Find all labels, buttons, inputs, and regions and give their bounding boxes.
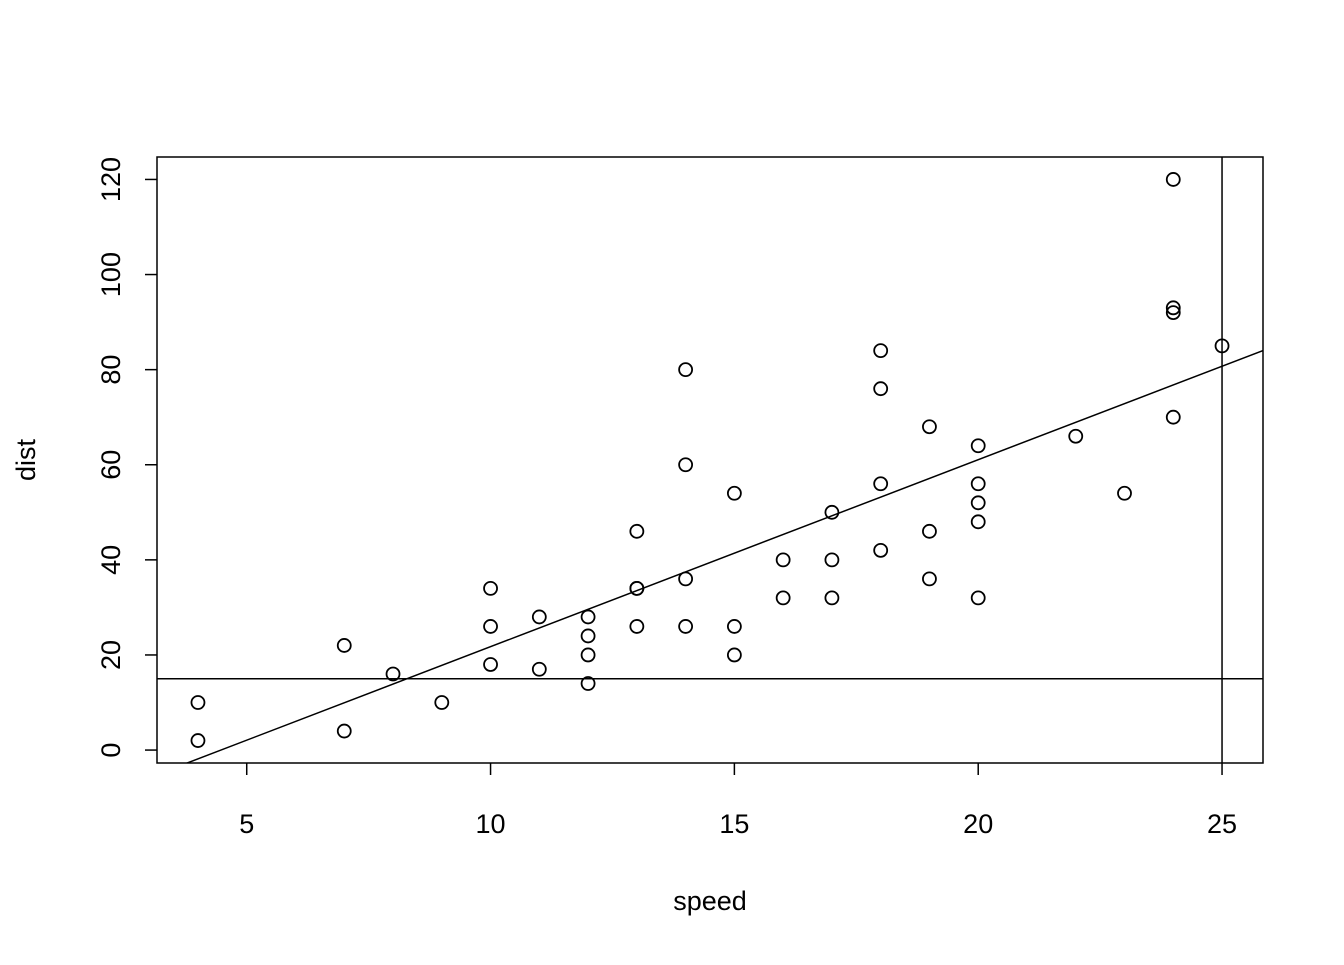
point — [922, 419, 937, 435]
point — [824, 590, 840, 606]
plot-box — [156, 156, 1264, 764]
x-tick-label: 5 — [239, 809, 254, 839]
point — [580, 676, 596, 691]
point — [922, 571, 937, 587]
y-tick-label: 120 — [96, 157, 126, 202]
point — [531, 609, 547, 625]
x-tick-label: 10 — [476, 809, 506, 839]
x-axis-label: speed — [673, 886, 747, 916]
y-tick-label: 0 — [96, 743, 126, 758]
point — [483, 657, 498, 672]
y-tick-label: 60 — [96, 450, 126, 480]
point — [483, 619, 498, 634]
point — [336, 723, 352, 739]
point — [775, 590, 791, 606]
plot-area — [157, 157, 1263, 763]
point — [678, 362, 694, 378]
x-tick-label: 20 — [963, 809, 993, 839]
point — [726, 485, 742, 501]
point — [1165, 300, 1181, 316]
point — [922, 523, 937, 539]
y-tick-label: 80 — [96, 355, 126, 385]
point — [873, 476, 889, 492]
y-axis-label: dist — [11, 439, 41, 482]
point — [1117, 485, 1132, 501]
y-tick-label: 40 — [96, 545, 126, 575]
point — [483, 580, 498, 596]
point — [970, 476, 986, 492]
point — [580, 609, 596, 625]
y-tick-label: 100 — [96, 252, 126, 297]
point — [629, 580, 645, 596]
point — [580, 647, 596, 663]
point — [678, 571, 694, 587]
point — [726, 647, 742, 663]
point — [336, 638, 352, 653]
point — [726, 619, 742, 634]
point — [824, 552, 840, 568]
point — [190, 695, 206, 710]
point — [1165, 409, 1181, 425]
point — [678, 457, 694, 473]
x-tick-label: 25 — [1207, 809, 1237, 839]
point — [385, 666, 401, 682]
point — [824, 504, 840, 520]
point — [1214, 338, 1230, 354]
point — [1165, 305, 1181, 320]
point — [873, 343, 889, 359]
x-tick-label: 15 — [719, 809, 749, 839]
regression-line — [185, 349, 1263, 763]
point — [580, 628, 596, 644]
point — [531, 661, 547, 677]
point — [1068, 428, 1084, 444]
point — [970, 514, 986, 530]
point — [970, 438, 986, 454]
point — [678, 619, 694, 634]
point — [970, 590, 986, 606]
point — [970, 495, 986, 511]
y-tick-label: 20 — [96, 640, 126, 670]
point — [434, 695, 450, 710]
point — [873, 381, 889, 397]
point — [629, 619, 645, 634]
point — [629, 523, 645, 539]
point — [775, 552, 791, 568]
point — [1165, 172, 1181, 187]
point — [190, 733, 206, 748]
point — [873, 542, 889, 558]
